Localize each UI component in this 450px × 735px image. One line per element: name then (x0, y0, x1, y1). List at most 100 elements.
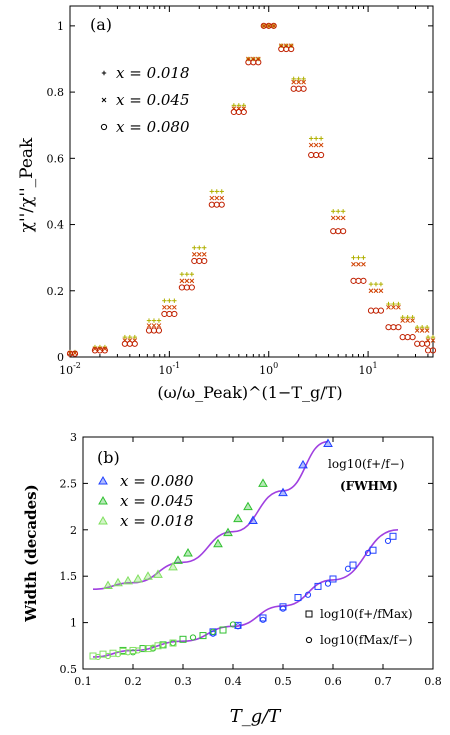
data-point (409, 334, 416, 341)
data-point (101, 70, 107, 76)
data-point (266, 23, 272, 29)
data-point (213, 201, 220, 208)
data-point (259, 614, 267, 622)
data-point (429, 347, 437, 354)
legend-entry: x = 0.018 (116, 64, 190, 82)
data-point (361, 255, 366, 260)
panel-b: 0.511.522.530.1 0.2 0.3 0.4 0.5 0.6 0.7 0.8(b)x… (22, 431, 442, 727)
data-point (424, 340, 431, 347)
data-point (313, 151, 320, 159)
annotation-circle: log10(fMax/f−) (320, 633, 413, 647)
data-point (385, 324, 392, 331)
data-point (424, 324, 430, 330)
data-point (308, 151, 315, 159)
data-point (189, 272, 195, 277)
data-point (291, 79, 297, 85)
x-tick-label: 10-1 (158, 361, 180, 377)
data-point (419, 324, 425, 330)
data-point (255, 59, 262, 66)
data-point (149, 644, 157, 651)
data-point (209, 628, 217, 635)
data-point (368, 281, 374, 287)
data-point (196, 257, 203, 265)
data-point (199, 632, 207, 640)
data-point (248, 515, 258, 525)
data-point (335, 228, 342, 235)
data-point (230, 108, 237, 116)
legend-entry: x = 0.080 (116, 118, 190, 136)
data-point (92, 346, 98, 352)
data-point (196, 251, 202, 257)
data-point (399, 334, 406, 341)
data-point (94, 653, 102, 661)
data-point (201, 251, 207, 257)
y-tick-label: 0.5 (60, 663, 78, 676)
annotation-fwhm-sub: (FWHM) (340, 479, 398, 493)
data-point (279, 605, 287, 612)
data-point (405, 315, 410, 320)
series-x-0-018 (103, 561, 178, 589)
data-point (146, 318, 152, 323)
data-point (189, 278, 195, 284)
data-point (430, 334, 436, 340)
y-tick-label: 3 (70, 431, 77, 444)
data-point (162, 304, 167, 310)
panel-label: (b) (97, 448, 120, 467)
data-point (103, 580, 113, 589)
panel-label: (a) (90, 15, 112, 34)
data-point (400, 318, 406, 323)
data-point (331, 209, 336, 214)
data-point (391, 301, 396, 307)
y-tick-label: 0.2 (47, 285, 65, 298)
data-point (291, 76, 296, 82)
x-tick-label: 0.2 (124, 675, 142, 688)
data-point (294, 594, 302, 602)
x-tick-label: 0.7 (374, 675, 392, 688)
data-point (223, 527, 233, 537)
data-point (367, 307, 375, 314)
series-x-0-045 (173, 478, 268, 564)
data-point (308, 142, 314, 148)
y-tick-label: 2 (70, 524, 77, 537)
data-point (179, 278, 185, 284)
data-point (155, 327, 163, 334)
legend-entry: x = 0.080 (120, 472, 194, 490)
data-point (169, 639, 177, 647)
data-point (430, 338, 436, 343)
x-tick-label: 0.5 (274, 675, 292, 688)
data-point (143, 571, 153, 580)
data-point (301, 76, 306, 82)
data-point (166, 310, 173, 318)
legend-entry: x = 0.045 (120, 492, 194, 510)
data-point (323, 438, 333, 447)
data-point (97, 346, 103, 352)
data-point (410, 315, 415, 320)
data-point (314, 582, 322, 590)
data-point (414, 328, 420, 333)
data-point (278, 487, 288, 497)
data-point (126, 340, 133, 347)
legend-entry: x = 0.045 (116, 91, 190, 109)
data-point (377, 307, 385, 314)
data-point (386, 304, 391, 310)
data-point (308, 136, 314, 141)
data-point (121, 340, 128, 347)
data-point (235, 108, 242, 116)
data-point (290, 85, 297, 92)
data-point (410, 318, 415, 323)
data-point (171, 304, 177, 310)
data-point (71, 350, 79, 357)
data-point (330, 215, 336, 221)
data-point (258, 478, 268, 487)
data-point (197, 245, 202, 250)
data-point (313, 142, 319, 148)
data-point (378, 288, 384, 294)
data-point (305, 636, 313, 644)
series-x-0-080-fMax-f- (209, 537, 392, 637)
data-point (173, 555, 183, 564)
data-point (351, 255, 356, 260)
data-point (172, 298, 177, 303)
data-point (146, 323, 152, 328)
data-point (184, 272, 190, 277)
